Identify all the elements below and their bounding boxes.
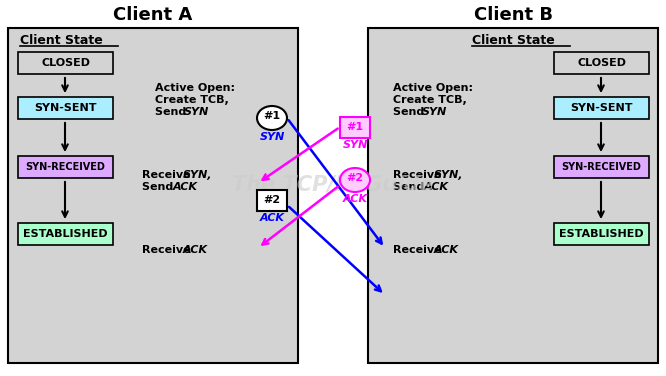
Text: Receive: Receive: [142, 245, 194, 255]
Text: SYN-SENT: SYN-SENT: [34, 103, 97, 113]
Text: Receive: Receive: [142, 170, 194, 180]
Text: Active Open:: Active Open:: [155, 83, 235, 93]
Ellipse shape: [340, 168, 370, 192]
FancyBboxPatch shape: [18, 156, 113, 178]
Text: Client A: Client A: [113, 6, 192, 24]
Text: Create TCB,: Create TCB,: [155, 95, 228, 105]
Text: ACK: ACK: [183, 245, 208, 255]
Text: ESTABLISHED: ESTABLISHED: [559, 229, 644, 239]
Text: ACK: ACK: [424, 182, 449, 192]
Text: Receive: Receive: [393, 245, 446, 255]
FancyBboxPatch shape: [554, 156, 649, 178]
Text: ACK: ACK: [260, 213, 284, 223]
Text: ACK: ACK: [342, 194, 368, 204]
Text: The TCP/IP Guide: The TCP/IP Guide: [232, 175, 434, 195]
FancyBboxPatch shape: [554, 223, 649, 245]
Text: #2: #2: [264, 195, 280, 205]
Text: Send: Send: [393, 182, 428, 192]
Text: SYN: SYN: [342, 140, 368, 150]
FancyBboxPatch shape: [18, 52, 113, 74]
Text: Client State: Client State: [20, 33, 103, 47]
Text: #1: #1: [346, 122, 364, 132]
Ellipse shape: [257, 106, 287, 130]
Text: SYN: SYN: [422, 107, 448, 117]
Text: SYN: SYN: [259, 132, 284, 142]
Text: SYN,: SYN,: [183, 170, 212, 180]
Text: SYN,: SYN,: [434, 170, 464, 180]
Text: #2: #2: [346, 173, 364, 183]
FancyBboxPatch shape: [8, 28, 298, 363]
Text: Create TCB,: Create TCB,: [393, 95, 467, 105]
Text: SYN-RECEIVED: SYN-RECEIVED: [561, 162, 641, 172]
Text: SYN-SENT: SYN-SENT: [570, 103, 633, 113]
Text: CLOSED: CLOSED: [41, 58, 90, 68]
Text: ACK: ACK: [434, 245, 459, 255]
Text: Client State: Client State: [472, 33, 555, 47]
Text: Receive: Receive: [393, 170, 446, 180]
Text: Client B: Client B: [474, 6, 553, 24]
Text: ACK: ACK: [173, 182, 198, 192]
FancyBboxPatch shape: [340, 117, 370, 138]
Text: #1: #1: [264, 111, 280, 121]
Text: Send: Send: [393, 107, 428, 117]
FancyBboxPatch shape: [18, 97, 113, 119]
FancyBboxPatch shape: [257, 190, 287, 211]
Text: Send: Send: [155, 107, 190, 117]
FancyBboxPatch shape: [18, 223, 113, 245]
Text: Send: Send: [142, 182, 177, 192]
Text: CLOSED: CLOSED: [577, 58, 626, 68]
Text: SYN-RECEIVED: SYN-RECEIVED: [25, 162, 105, 172]
Text: SYN: SYN: [184, 107, 209, 117]
Text: ESTABLISHED: ESTABLISHED: [23, 229, 108, 239]
FancyBboxPatch shape: [554, 97, 649, 119]
FancyBboxPatch shape: [554, 52, 649, 74]
FancyBboxPatch shape: [368, 28, 658, 363]
Text: Active Open:: Active Open:: [393, 83, 473, 93]
